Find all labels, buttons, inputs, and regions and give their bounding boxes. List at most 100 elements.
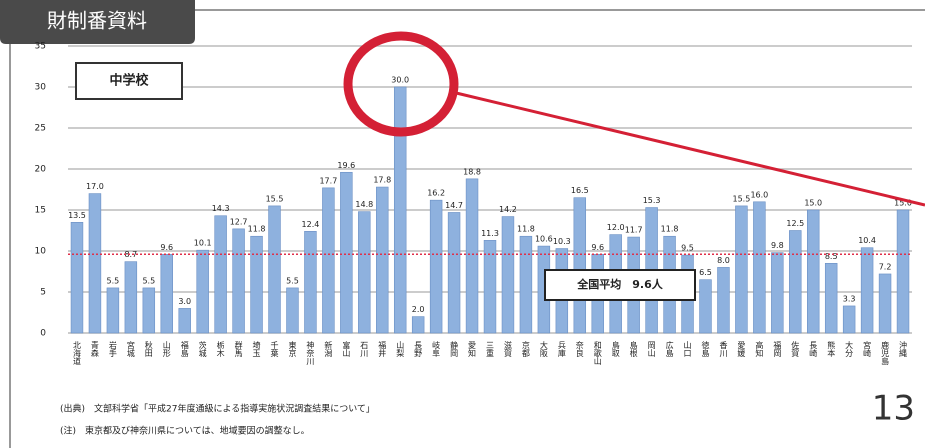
bar [699, 279, 712, 334]
value-label: 3.0 [178, 297, 191, 306]
value-label: 8.5 [825, 252, 838, 261]
bar [878, 273, 892, 334]
x-tick-label: 京都 [521, 340, 530, 358]
x-tick-label: 長野 [414, 341, 423, 357]
bar [358, 211, 371, 334]
x-tick-label: 滋賀 [503, 340, 512, 358]
bar [393, 86, 407, 334]
plot: 0 5 10 15 20 25 30 35 北海道 13.5 青森 17.0 岩手 5.5 宮城 8.7 秋田 5… [35, 42, 912, 366]
x-tick-label: 北海道 [72, 341, 81, 366]
x-tick-label: 新潟 [324, 340, 333, 358]
value-label: 5.5 [107, 276, 120, 285]
bar [88, 193, 102, 334]
x-tick-label: 徳島 [701, 340, 710, 358]
value-label: 3.3 [843, 294, 856, 303]
bar [753, 201, 766, 334]
x-tick-label: 鹿児島 [881, 340, 890, 366]
x-tick-label: 福島 [180, 341, 189, 358]
bar [860, 247, 874, 334]
x-tick-label: 長崎 [809, 341, 818, 357]
x-tick-label: 宮城 [126, 340, 135, 358]
bar [573, 197, 587, 334]
bar [160, 253, 173, 334]
x-tick-label: 茨城 [198, 340, 207, 358]
x-tick-label: 和歌山 [593, 341, 602, 366]
bar [268, 205, 281, 334]
x-tick-label: 栃木 [216, 340, 225, 358]
value-label: 12.0 [607, 223, 625, 232]
x-tick-label: 群馬 [234, 340, 243, 358]
y-tick-label: 35 [35, 42, 46, 52]
x-tick-label: 高知 [755, 340, 764, 358]
x-tick-label: 熊本 [827, 340, 836, 358]
bar [106, 287, 120, 334]
value-label: 7.2 [879, 262, 892, 271]
bar [735, 205, 748, 334]
bar [376, 186, 389, 334]
x-tick-label: 大分 [845, 340, 854, 358]
x-tick-label: 三重 [486, 341, 495, 357]
subtitle: 中学校 [109, 73, 149, 89]
x-tick-label: 鳥取 [611, 340, 620, 358]
bar [196, 249, 209, 334]
y-tick-label: 15 [35, 206, 46, 216]
x-tick-label: 神奈川 [306, 340, 315, 365]
value-label: 19.6 [337, 161, 355, 170]
x-tick-label: 広島 [665, 340, 674, 358]
x-tick-label: 埼玉 [252, 340, 261, 357]
x-tick-label: 福井 [378, 341, 387, 358]
x-tick-label: 奈良 [575, 340, 584, 358]
y-tick-label: 5 [40, 288, 46, 298]
bar [447, 212, 461, 334]
bar [771, 252, 784, 334]
bar [483, 240, 497, 334]
value-label: 11.8 [517, 225, 535, 234]
x-tick-label: 大阪 [539, 340, 548, 358]
value-label: 15.5 [266, 194, 284, 203]
value-label: 14.3 [212, 204, 230, 213]
x-tick-label: 宮崎 [863, 340, 872, 357]
y-tick-label: 20 [35, 165, 47, 175]
bar [807, 209, 820, 334]
bar [501, 216, 515, 334]
x-tick-label: 山形 [162, 340, 171, 358]
bar [322, 187, 335, 334]
value-label: 17.0 [86, 182, 104, 191]
bar [340, 171, 353, 334]
value-label: 16.2 [427, 189, 445, 198]
value-label: 11.8 [661, 225, 679, 234]
value-label: 12.4 [302, 220, 320, 229]
bar [465, 178, 479, 334]
value-label: 17.8 [373, 176, 391, 185]
value-label: 10.3 [553, 237, 571, 246]
x-tick-label: 兵庫 [557, 340, 566, 358]
x-tick-label: 千葉 [270, 340, 279, 358]
value-label: 5.5 [286, 276, 299, 285]
value-label: 10.6 [535, 235, 553, 244]
x-tick-label: 佐賀 [791, 340, 800, 358]
value-label: 30.0 [391, 76, 409, 85]
value-label: 9.6 [591, 243, 604, 252]
badge-bg [0, 0, 195, 44]
x-tick-label: 青森 [90, 340, 99, 358]
value-label: 5.5 [142, 276, 155, 285]
subtitle-box [75, 62, 183, 100]
bar [304, 231, 317, 334]
value-label: 12.7 [230, 217, 248, 226]
value-label: 10.4 [858, 236, 876, 245]
value-label: 18.8 [463, 167, 481, 176]
y-tick-label: 0 [40, 329, 46, 339]
bar [842, 305, 856, 334]
x-tick-label: 福岡 [773, 341, 782, 358]
value-label: 9.5 [681, 244, 694, 253]
value-label: 11.8 [248, 225, 266, 234]
bar [896, 209, 910, 334]
note: (出典) 文部科学省「平成27年度通級による指導実施状況調査結果について」 [60, 403, 375, 415]
y-tick-label: 10 [35, 247, 47, 257]
bar [178, 308, 191, 334]
value-label: 14.7 [445, 201, 463, 210]
value-label: 11.3 [481, 229, 499, 238]
note: (注) 東京都及び神奈川県については、地域要因の調整なし。 [60, 425, 310, 437]
y-tick-label: 25 [35, 124, 46, 134]
